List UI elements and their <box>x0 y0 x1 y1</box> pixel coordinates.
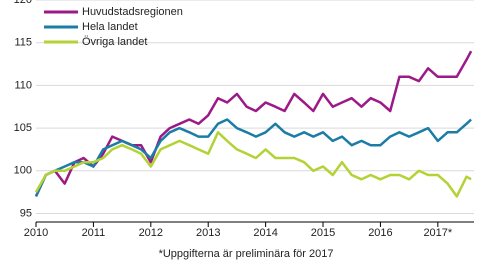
x-tick-label: 2013 <box>196 227 220 239</box>
x-tick-label: 2017* <box>423 227 452 239</box>
legend-label: Huvudstadsregionen <box>82 6 183 18</box>
legend-label: Hela landet <box>82 21 138 33</box>
series-line <box>34 118 472 197</box>
x-tick-label: 2016 <box>368 227 392 239</box>
y-tick-label: 95 <box>20 207 32 219</box>
x-tick-label: 2012 <box>139 227 163 239</box>
y-tick-label: 120 <box>14 0 32 6</box>
x-tick-label: 2015 <box>311 227 335 239</box>
legend-label: Övriga landet <box>82 36 147 48</box>
footnote: *Uppgifterna är preliminära för 2017 <box>159 248 334 260</box>
y-tick-label: 105 <box>14 122 32 134</box>
series-line <box>34 50 473 197</box>
series-line <box>34 131 472 198</box>
x-tick-label: 2011 <box>82 227 106 239</box>
x-tick-label: 2014 <box>253 227 277 239</box>
x-tick-label: 2010 <box>24 227 48 239</box>
y-tick-label: 100 <box>14 165 32 177</box>
y-tick-label: 110 <box>14 79 32 91</box>
y-tick-label: 115 <box>14 37 32 49</box>
